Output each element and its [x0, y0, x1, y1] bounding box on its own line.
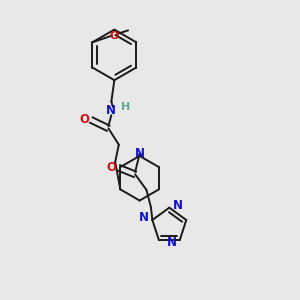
Text: H: H [121, 103, 130, 112]
Text: N: N [106, 104, 116, 117]
Text: N: N [167, 236, 176, 249]
Text: O: O [110, 31, 119, 41]
Text: N: N [139, 211, 149, 224]
Text: O: O [106, 161, 116, 174]
Text: N: N [172, 199, 183, 212]
Text: N: N [135, 147, 145, 160]
Text: O: O [80, 113, 90, 127]
